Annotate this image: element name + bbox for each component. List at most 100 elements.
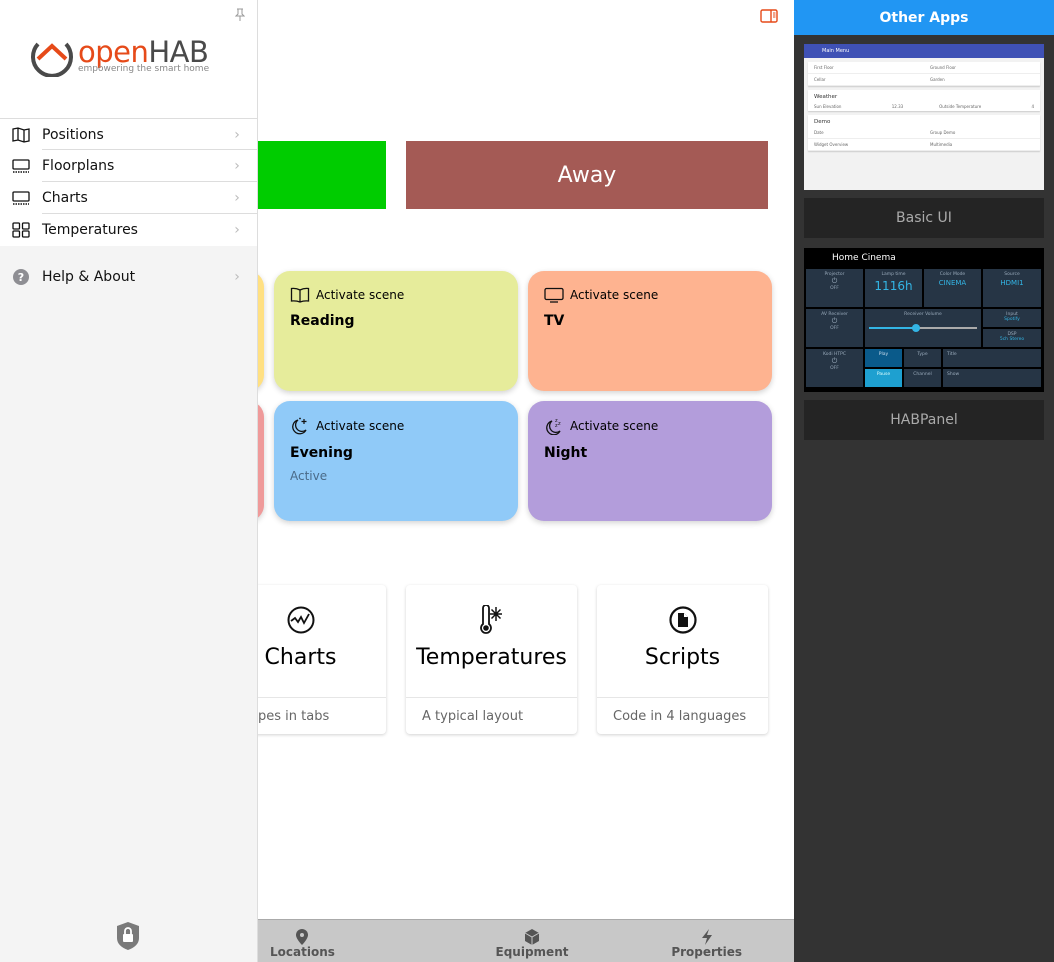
preview-text: Sun Elevation: [814, 104, 842, 109]
sidebar-item-charts[interactable]: Charts ›: [0, 182, 257, 214]
cube-icon: [524, 929, 540, 945]
sidebar-item-positions[interactable]: Positions ›: [0, 118, 257, 150]
sidebar-item-floorplans[interactable]: Floorplans ›: [0, 150, 257, 182]
preview-text: Kodi HTPC: [822, 352, 846, 357]
svg-text:z: z: [555, 418, 558, 424]
scene-card-tv[interactable]: Activate scene TV: [528, 271, 772, 391]
other-apps-title: Other Apps: [794, 0, 1054, 35]
app-habpanel[interactable]: HABPanel: [804, 400, 1044, 440]
card-subtitle: Code in 4 languages: [597, 697, 768, 735]
floorplan-icon: [12, 191, 30, 205]
app-basic-ui[interactable]: Basic UI: [804, 198, 1044, 238]
chevron-right-icon: ›: [234, 222, 240, 238]
sidebar-item-label: Help & About: [42, 269, 136, 285]
document-circle-icon: [668, 606, 697, 634]
card-subtitle: A typical layout: [406, 697, 577, 735]
preview-text: Source: [1004, 272, 1020, 277]
preview-text: AV Receiver: [821, 312, 848, 317]
tab-label: Properties: [671, 945, 743, 959]
demo-card-temperatures[interactable]: Temperatures A typical layout: [406, 585, 577, 734]
sidebar-panel-icon[interactable]: [760, 9, 778, 23]
sidebar-item-label: Temperatures: [42, 222, 138, 238]
preview-row: Widget Overview: [808, 139, 924, 151]
preview-text: Lamp time: [881, 272, 906, 277]
scene-card-night[interactable]: z z z Activate scene Night: [528, 401, 772, 521]
away-mode-button[interactable]: Away: [406, 141, 768, 209]
preview-value: Spotify: [1004, 317, 1020, 322]
preview-value: CINEMA: [938, 279, 967, 287]
tab-equipment[interactable]: Equipment: [445, 920, 620, 962]
sidebar-item-temperatures[interactable]: Temperatures ›: [0, 214, 257, 246]
preview-value: HDMI1: [1000, 279, 1024, 287]
preview-header: Main Menu: [804, 44, 1044, 58]
moon-stars-icon: [292, 417, 307, 435]
question-icon: ?: [13, 269, 29, 285]
chevron-right-icon: ›: [234, 126, 240, 143]
bolt-icon: [701, 929, 712, 945]
scene-name: Reading: [290, 313, 355, 329]
preview-title: Home Cinema: [832, 253, 896, 263]
scene-state: Active: [290, 469, 328, 483]
map-pin-icon: [296, 929, 308, 945]
scene-name: TV: [544, 313, 565, 329]
preview-text: Receiver Volume: [904, 312, 942, 317]
svg-text:?: ?: [18, 271, 24, 284]
preview-row: Garden: [924, 74, 1040, 86]
card-title: Charts: [264, 645, 337, 670]
demo-card-scripts[interactable]: Scripts Code in 4 languages: [597, 585, 768, 734]
preview-value: 1116h: [874, 279, 913, 293]
scene-card-reading[interactable]: Activate scene Reading: [274, 271, 518, 391]
preview-text: DSP: [1007, 332, 1017, 337]
habpanel-preview[interactable]: Home Cinema Projector ⏻ OFF Lamp time 1116h…: [804, 248, 1044, 392]
preview-text: Type: [904, 349, 941, 367]
preview-section: Weather: [814, 94, 838, 100]
preview-text: Input: [1006, 312, 1018, 317]
card-title: Temperatures: [416, 645, 567, 670]
svg-text:z: z: [555, 423, 558, 429]
preview-row: Cellar: [808, 74, 924, 86]
chevron-right-icon: ›: [234, 190, 240, 206]
tab-label: Locations: [270, 945, 335, 959]
floorplan-icon: [12, 159, 30, 173]
tab-locations[interactable]: Locations: [258, 920, 445, 962]
scene-label: Activate scene: [570, 288, 659, 302]
logo-icon: [31, 42, 73, 77]
tv-icon: [544, 287, 564, 303]
grid-icon: [12, 222, 30, 238]
preview-text: OFF: [830, 326, 839, 331]
map-icon: [12, 126, 30, 143]
scene-label: Activate scene: [570, 419, 659, 433]
pin-icon[interactable]: [235, 8, 245, 22]
scene-card-evening[interactable]: Activate scene Evening Active: [274, 401, 518, 521]
thermometer-snowflake-icon: [479, 605, 502, 634]
preview-text: Channel: [904, 369, 941, 387]
preview-text: OFF: [830, 286, 839, 291]
preview-text: OFF: [830, 366, 839, 371]
preview-row: Multimedia: [924, 139, 1040, 151]
chart-circle-icon: [287, 606, 314, 634]
tab-label: Equipment: [495, 945, 569, 959]
svg-text:z: z: [558, 421, 561, 427]
sidebar-item-label: Positions: [42, 126, 104, 143]
preview-button: Pause: [865, 369, 902, 387]
preview-row: First Floor: [808, 62, 924, 74]
preview-text: 4: [1031, 104, 1034, 109]
preview-text: Title: [943, 349, 1041, 367]
sidebar-item-help[interactable]: ? Help & About ›: [0, 261, 257, 293]
preview-value: 5ch Stereo: [999, 337, 1025, 342]
preview-button: Play: [865, 349, 902, 367]
lock-shield-icon[interactable]: [117, 922, 139, 950]
sidebar-item-label: Charts: [42, 190, 88, 206]
scene-label: Activate scene: [316, 288, 405, 302]
card-subtitle: pes in tabs: [215, 697, 386, 735]
card-title: Scripts: [644, 645, 721, 670]
tab-properties[interactable]: Properties: [619, 920, 794, 962]
other-apps-panel: Other Apps Main Menu First Floor Ground …: [794, 0, 1054, 962]
preview-text: Outside Temperature: [939, 104, 982, 109]
chevron-right-icon: ›: [234, 158, 240, 174]
scene-label: Activate scene: [316, 419, 405, 433]
preview-text: Color Mode: [939, 272, 966, 277]
basic-ui-preview[interactable]: Main Menu First Floor Ground Floor Cella…: [804, 44, 1044, 190]
preview-text: Projector: [824, 272, 845, 277]
preview-row: Group Demo: [924, 127, 1040, 139]
